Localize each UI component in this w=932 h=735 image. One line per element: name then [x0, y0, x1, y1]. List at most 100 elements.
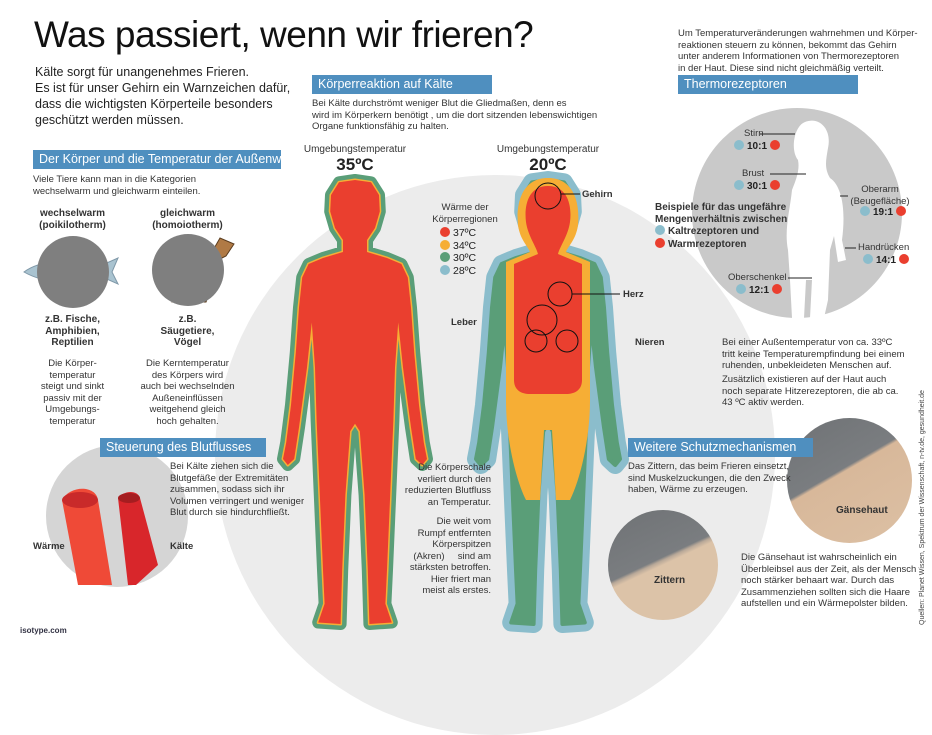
env-temp-right: Umgebungstemperatur 20ºC [488, 144, 608, 174]
text-line: wechselwarm [39, 208, 106, 219]
organ-label-kidneys: Nieren [635, 337, 665, 348]
text-line: hoch gehalten. [156, 415, 219, 427]
legend-item: 30ºC [440, 252, 476, 265]
text-line: ruhenden, unbekleideten Menschen auf. [722, 360, 892, 371]
text-line: Reptilien [51, 337, 94, 348]
legend-dot [440, 264, 450, 275]
body-left-core [283, 180, 427, 624]
text-line: (poikilotherm) [39, 219, 106, 231]
ratio-value: 10:1 [747, 141, 768, 152]
ratio-value: 14:1 [876, 255, 897, 266]
warm-receptor-dot [898, 254, 909, 264]
text-line: reaktionen steuern zu können, bekommt da… [678, 39, 897, 51]
text-line: z.B. Fische, [44, 314, 100, 325]
legend-title: Wärme der Körperregionen [420, 202, 510, 225]
text-line: steigt und sinkt [40, 381, 105, 392]
section-header-schutzmechanismen: Weitere Schutzmechanismen [628, 438, 813, 457]
text-line: Überbleibsel aus der Zeit, als der Mensc… [741, 563, 917, 575]
text-line: Wärme der [441, 202, 489, 213]
text-line: haben, Wärme zu erzeugen. [628, 484, 748, 495]
legend-dot [440, 252, 450, 262]
gaensehaut-text: Die Gänsehaut ist wahrscheinlich ein Übe… [741, 552, 916, 610]
region-ratio-stirn: 10:1 [734, 140, 783, 152]
intro-text: Kälte sorgt für unangenehmes Frieren. Es… [35, 64, 290, 128]
shell-text: Die Körperschale verliert durch den redu… [390, 462, 491, 508]
text-line: unter anderem Informationen von Thermore… [678, 51, 900, 62]
body-right-core [514, 186, 582, 394]
dilated-vessel-icon [62, 488, 112, 585]
blutfluss-text: Bei Kälte ziehen sich die Blutgefäße der… [170, 461, 304, 519]
text-line: zusammen, sodass sich ihr [170, 484, 285, 495]
text-line: Amphibien, [45, 325, 100, 337]
homoiotherm-title: gleichwarm (homoiotherm) [135, 208, 240, 231]
vessel-opening [118, 493, 140, 503]
page-title: Was passiert, wenn wir frieren? [34, 14, 534, 55]
koerper-temp-text: Viele Tiere kann man in die Kategorien w… [33, 174, 200, 197]
warm-receptor-dot [769, 140, 780, 150]
text-line: Zusammenziehen sollten sich die Haare [741, 586, 910, 598]
legend-item: Kaltrezeptoren und [655, 225, 787, 238]
region-ratio-oberarm: 19:1 [860, 206, 909, 218]
poikilotherm-title: wechselwarm (poikilotherm) [20, 208, 125, 231]
text-line: temperatur [49, 415, 96, 427]
thermo-legend: Beispiele für das ungefähre Mengenverhäl… [655, 202, 787, 250]
legend-item: 28ºC [440, 264, 476, 278]
intro-line: geschützt werden müssen. [35, 113, 184, 127]
warm-receptor-dot [769, 180, 780, 190]
legend-label: 30ºC [453, 252, 477, 264]
organ-label-liver: Leber [451, 317, 477, 328]
dog-image-circle [152, 234, 224, 306]
cold-receptor-dot [655, 225, 665, 235]
text-line: in der Haut. Diese sind nicht gleichmäßi… [678, 62, 884, 74]
text-line: Körperregionen [432, 213, 498, 225]
label-waerme: Wärme [33, 541, 65, 552]
source-credit: Quellen: Planet Wissen, Spektrum der Wis… [919, 390, 926, 625]
text-line: Umgebungs- [45, 404, 100, 415]
text-line: aufstellen und ein Wärmepolster bilden. [741, 598, 908, 609]
legend-label: 37ºC [453, 227, 477, 239]
fish-image-circle [37, 236, 109, 308]
illustration-layer [23, 120, 856, 633]
cold-receptor-dot [863, 254, 873, 264]
text-line: auch bei wechselnden [140, 381, 235, 392]
region-name-handruecken: Handrücken [858, 242, 910, 253]
text-line: Bei Kälte durchströmt weniger Blut die G… [312, 98, 567, 109]
constricted-vessel-icon [118, 492, 158, 585]
text-line: sind Muskelzuckungen, die den Zweck [628, 472, 791, 484]
intro-line: Es ist für unser Gehirn ein Warnzeichen … [35, 81, 291, 95]
text-line: 43 ºC aktiv werden. [722, 397, 805, 408]
text-line: tritt keine Temperaturempfindung bei ein… [722, 348, 905, 360]
ratio-value: 30:1 [747, 181, 768, 192]
text-line: Körperspitzen [432, 539, 491, 550]
thermo-intro: Um Temperaturveränderungen wahrnehmen un… [678, 28, 918, 74]
text-line: Rumpf entfernten [417, 527, 491, 539]
text-line: Volumen verringert und weniger [170, 495, 305, 507]
text-line: Viele Tiere kann man in die Kategorien [33, 174, 197, 185]
text-line: (homoiotherm) [152, 219, 223, 231]
reaktion-text: Bei Kälte durchströmt weniger Blut die G… [312, 98, 597, 133]
text-line: Mengenverhältnis zwischen [655, 213, 788, 225]
text-line: verliert durch den [417, 473, 491, 485]
env-temp-left: Umgebungstemperatur 35ºC [295, 144, 415, 174]
vessel-opening [62, 492, 98, 508]
region-name-oberarm: Oberarm (Beugefläche) [850, 184, 910, 207]
legend-label: 34ºC [453, 239, 477, 252]
text-line: Das Zittern, das beim Frieren einsetzt, [628, 461, 790, 472]
temperature-legend: 37ºC 34ºC 30ºC 28ºC [440, 227, 476, 277]
text-line: noch stärker behaart war. Durch das [741, 575, 895, 586]
section-header-koerperreaktion: Körperreaktion auf Kälte [312, 75, 492, 94]
region-ratio-handruecken: 14:1 [863, 254, 912, 266]
text-line: wechselwarm und gleichwarm einteilen. [33, 185, 201, 197]
text-line: stärksten betroffen. [409, 562, 491, 573]
text-line: Die Gänsehaut ist wahrscheinlich ein [741, 552, 897, 563]
thermo-note-2: Zusätzlich existieren auf der Haut auch … [722, 374, 898, 409]
label-zittern: Zittern [654, 575, 686, 586]
env-label: Umgebungstemperatur [496, 144, 600, 155]
text-line: Beispiele für das ungefähre [655, 202, 787, 213]
text-line: Blutgefäße der Extremitäten [170, 472, 289, 484]
region-name-stirn: Stirn [744, 128, 764, 139]
cold-receptor-dot [734, 140, 744, 150]
section-header-koerper-temperatur: Der Körper und die Temperatur der Außenw… [33, 150, 294, 169]
text-line: wird im Körperkern benötigt , um die dor… [312, 109, 598, 121]
poikilotherm-desc: Die Körper- temperatur steigt und sinkt … [20, 358, 125, 427]
